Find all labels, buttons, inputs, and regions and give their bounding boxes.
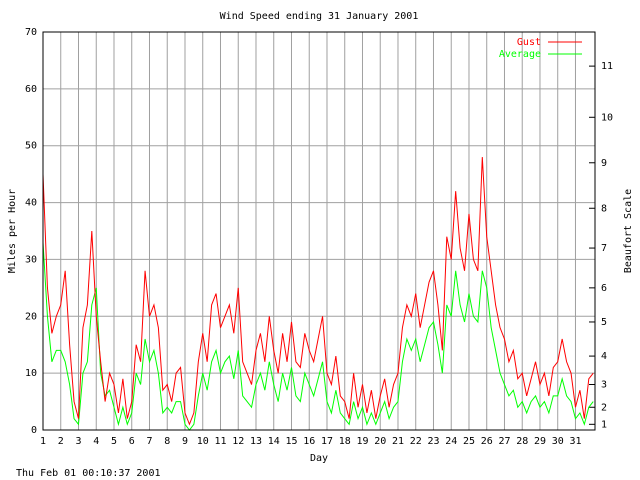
y-tick-label: 50 [25, 141, 37, 152]
x-tick-label: 19 [356, 436, 368, 447]
x-tick-label: 14 [268, 436, 280, 447]
x-tick-label: 22 [410, 436, 422, 447]
x-tick-label: 16 [303, 436, 315, 447]
y-tick-label: 10 [25, 368, 37, 379]
x-tick-label: 4 [93, 436, 99, 447]
chart-title: Wind Speed ending 31 January 2001 [220, 11, 419, 22]
footer-timestamp: Thu Feb 01 00:10:37 2001 [16, 468, 161, 479]
x-tick-label: 18 [339, 436, 351, 447]
y2-tick-label: 9 [601, 158, 607, 169]
y2-tick-label: 2 [601, 402, 607, 413]
y-tick-label: 40 [25, 198, 37, 209]
x-tick-label: 30 [552, 436, 564, 447]
x-tick-label: 13 [250, 436, 262, 447]
x-tick-label: 11 [214, 436, 226, 447]
y-tick-label: 60 [25, 84, 37, 95]
x-tick-label: 1 [40, 436, 46, 447]
x-tick-label: 24 [445, 436, 457, 447]
y2-tick-label: 4 [601, 351, 607, 362]
y2-tick-label: 5 [601, 317, 607, 328]
x-tick-label: 21 [392, 436, 404, 447]
x-tick-label: 17 [321, 436, 333, 447]
y2-tick-label: 8 [601, 203, 607, 214]
x-tick-label: 5 [111, 436, 117, 447]
x-tick-label: 15 [285, 436, 297, 447]
y2-tick-label: 10 [601, 112, 613, 123]
y2-tick-label: 6 [601, 283, 607, 294]
y2-axis-label: Beaufort Scale [623, 189, 634, 273]
y-axis-label: Miles per Hour [7, 189, 18, 273]
y-tick-label: 30 [25, 254, 37, 265]
x-tick-label: 25 [463, 436, 475, 447]
x-tick-label: 23 [427, 436, 439, 447]
x-tick-label: 7 [146, 436, 152, 447]
y2-tick-label: 7 [601, 243, 607, 254]
x-tick-label: 8 [164, 436, 170, 447]
x-tick-label: 12 [232, 436, 244, 447]
x-axis-label: Day [310, 453, 328, 464]
x-tick-label: 9 [182, 436, 188, 447]
x-tick-label: 29 [534, 436, 546, 447]
x-tick-label: 26 [481, 436, 493, 447]
series-line [42, 242, 594, 431]
y2-tick-label: 11 [601, 61, 613, 72]
x-tick-label: 6 [129, 436, 135, 447]
legend-label: Average [499, 49, 541, 60]
x-tick-label: 31 [569, 436, 581, 447]
x-tick-label: 20 [374, 436, 386, 447]
x-tick-label: 28 [516, 436, 528, 447]
legend-label: Gust [517, 37, 541, 48]
y-tick-label: 70 [25, 27, 37, 38]
x-tick-label: 27 [498, 436, 510, 447]
y2-tick-label: 3 [601, 380, 607, 391]
x-tick-label: 2 [58, 436, 64, 447]
y-tick-label: 20 [25, 311, 37, 322]
x-tick-label: 10 [197, 436, 209, 447]
y2-tick-label: 1 [601, 419, 607, 430]
plot-frame [42, 31, 596, 431]
x-tick-label: 3 [75, 436, 81, 447]
series-line [42, 157, 594, 426]
y-tick-label: 0 [31, 425, 37, 436]
